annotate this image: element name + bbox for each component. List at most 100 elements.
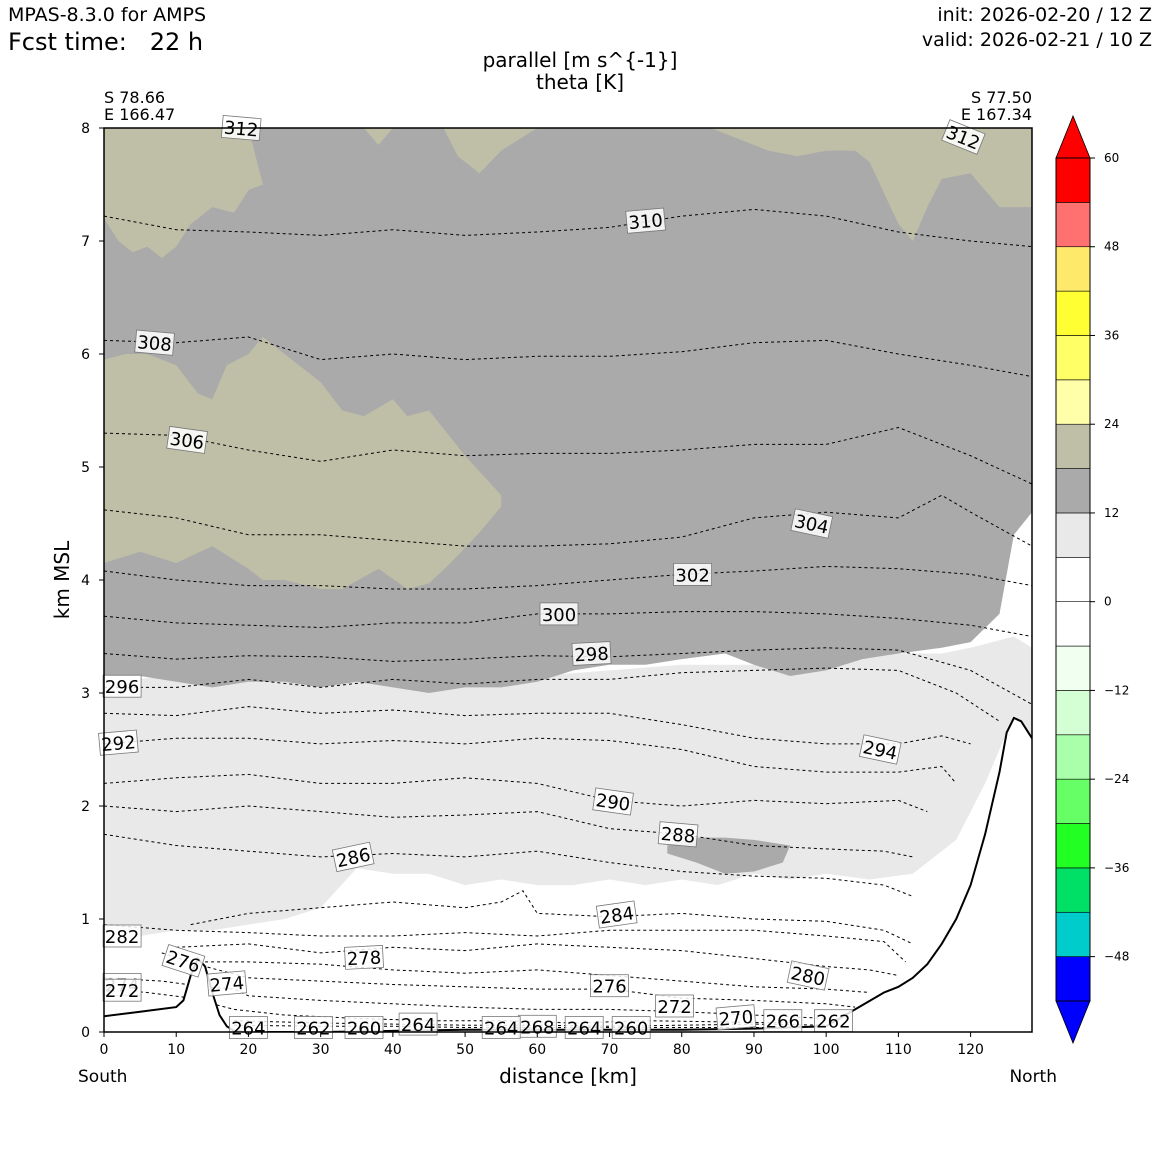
theta-contour-276 xyxy=(161,952,856,1008)
theta-contour-310 xyxy=(104,208,1032,248)
chart-title-theta: theta [K] xyxy=(536,70,624,94)
colorbar-segment xyxy=(1055,690,1091,736)
contour-label: 302 xyxy=(673,563,712,586)
colorbar-tick-label: −24 xyxy=(1104,772,1129,786)
contour-label: 282 xyxy=(102,924,142,948)
x-tick-label: 100 xyxy=(813,1042,840,1058)
wind-fill-layer xyxy=(104,128,1032,942)
contour-label-box xyxy=(673,563,712,586)
left-end-lon: E 166.47 xyxy=(104,105,175,124)
contour-label: 288 xyxy=(657,821,699,848)
contour-label: 306 xyxy=(166,425,208,454)
y-tick-label: 2 xyxy=(81,799,90,815)
contour-label-text: 260 xyxy=(614,1019,648,1040)
init-time: init: 2026-02-20 / 12 Z xyxy=(937,4,1152,26)
contour-label: 260 xyxy=(611,1016,651,1040)
contour-label: 284 xyxy=(595,900,638,929)
colorbar-tick-label: −48 xyxy=(1104,950,1129,964)
contour-label: 300 xyxy=(539,602,579,626)
contour-label-box xyxy=(657,821,699,848)
forecast-time-value: 22 h xyxy=(149,28,204,56)
contour-label-text: 262 xyxy=(816,1012,850,1033)
valid-time: valid: 2026-02-21 / 10 Z xyxy=(921,29,1152,51)
contour-label: 266 xyxy=(763,1009,803,1033)
wind-region-moderate-band-12-18-lower xyxy=(667,837,791,874)
contour-label-box xyxy=(344,1016,384,1039)
contour-label: 264 xyxy=(564,1016,604,1040)
theta-contour-294 xyxy=(104,706,971,745)
y-tick-label: 8 xyxy=(81,121,90,137)
theta-contour-306 xyxy=(104,426,1032,485)
contour-label-box xyxy=(655,994,694,1018)
contour-label: 310 xyxy=(625,207,666,234)
y-tick-label: 5 xyxy=(81,460,90,476)
colorbar-segment xyxy=(1055,601,1091,647)
colorbar-frame xyxy=(1055,157,1091,1002)
contour-label-box xyxy=(102,978,142,1002)
x-tick-label: 50 xyxy=(456,1042,474,1058)
contour-label-text: 272 xyxy=(657,997,691,1018)
colorbar-segment xyxy=(1055,335,1091,381)
contour-label: 260 xyxy=(344,1016,384,1040)
colorbar-tick-label: 12 xyxy=(1104,506,1119,520)
contour-label-box xyxy=(228,1016,268,1039)
colorbar-tick-label: −36 xyxy=(1104,861,1129,875)
forecast-time-label: Fcst time: xyxy=(8,28,127,56)
y-tick-label: 3 xyxy=(81,686,90,702)
contour-label: 296 xyxy=(102,674,142,698)
colorbar-segment xyxy=(1055,379,1091,425)
x-axis: 0 10 20 30 40 50 60 70 80 90 100 110 120 xyxy=(100,1032,984,1058)
colorbar-segment xyxy=(1055,734,1091,780)
colorbar: 60 48 36 24 12 0 −12 −24 −36 −48 xyxy=(1055,114,1129,1045)
contour-label: 262 xyxy=(814,1009,853,1033)
theta-contour-308 xyxy=(104,336,1032,378)
colorbar-segment xyxy=(1055,778,1091,824)
contour-label: 308 xyxy=(134,329,175,356)
contour-label-text: 264 xyxy=(567,1019,601,1040)
x-tick-label: 60 xyxy=(528,1042,546,1058)
x-axis-label: distance [km] xyxy=(499,1064,637,1088)
left-end-lat: S 78.66 xyxy=(104,88,165,107)
contour-label-box xyxy=(571,641,612,666)
wind-region-strong-band-18-24-top-right xyxy=(710,128,1032,241)
colorbar-segment xyxy=(1055,423,1091,469)
x-tick-label: 30 xyxy=(312,1042,330,1058)
contour-label-text: 266 xyxy=(766,1012,800,1033)
x-tick-label: 120 xyxy=(957,1042,984,1058)
theta-contour-292 xyxy=(104,737,957,784)
theta-contour-304 xyxy=(104,494,1032,547)
colorbar-under-arrow xyxy=(1055,1000,1091,1045)
contour-label-box xyxy=(564,1016,604,1039)
colorbar-tick-label: 48 xyxy=(1104,240,1119,254)
terrain-fill xyxy=(104,717,1032,1032)
theta-contour-302 xyxy=(104,565,1032,590)
contour-label-box xyxy=(344,945,384,970)
colorbar-tick-label: 0 xyxy=(1104,595,1112,609)
contour-label-text: 292 xyxy=(101,732,137,756)
x-tick-label: 40 xyxy=(384,1042,402,1058)
contour-label: 272 xyxy=(655,994,694,1018)
contour-label-text: 272 xyxy=(105,981,139,1002)
x-tick-label: 90 xyxy=(745,1042,763,1058)
x-tick-label: 20 xyxy=(240,1042,258,1058)
contour-label: 280 xyxy=(786,960,830,991)
contour-label: 264 xyxy=(398,1012,438,1036)
contour-label-box xyxy=(161,943,206,978)
colorbar-over-arrow xyxy=(1055,114,1091,159)
wind-region-strong-band-18-24-top-left xyxy=(104,128,263,258)
wind-region-strong-band-18-24-west xyxy=(104,337,502,589)
contour-label-text: 264 xyxy=(231,1019,265,1040)
colorbar-segment xyxy=(1055,956,1091,1002)
theta-contour-278 xyxy=(205,961,870,993)
contour-label: 270 xyxy=(715,1004,757,1031)
contour-label-text: 288 xyxy=(660,824,696,848)
contour-label-text: 274 xyxy=(209,973,245,997)
contour-label: 264 xyxy=(228,1016,268,1040)
x-tick-label: 110 xyxy=(885,1042,912,1058)
contour-label-box xyxy=(595,900,638,929)
contour-label: 312 xyxy=(220,114,262,141)
contour-label-box xyxy=(102,674,142,698)
colorbar-tick-label: −12 xyxy=(1104,683,1129,697)
contour-label-box xyxy=(715,1004,757,1031)
colorbar-tick-label: 60 xyxy=(1104,151,1119,165)
